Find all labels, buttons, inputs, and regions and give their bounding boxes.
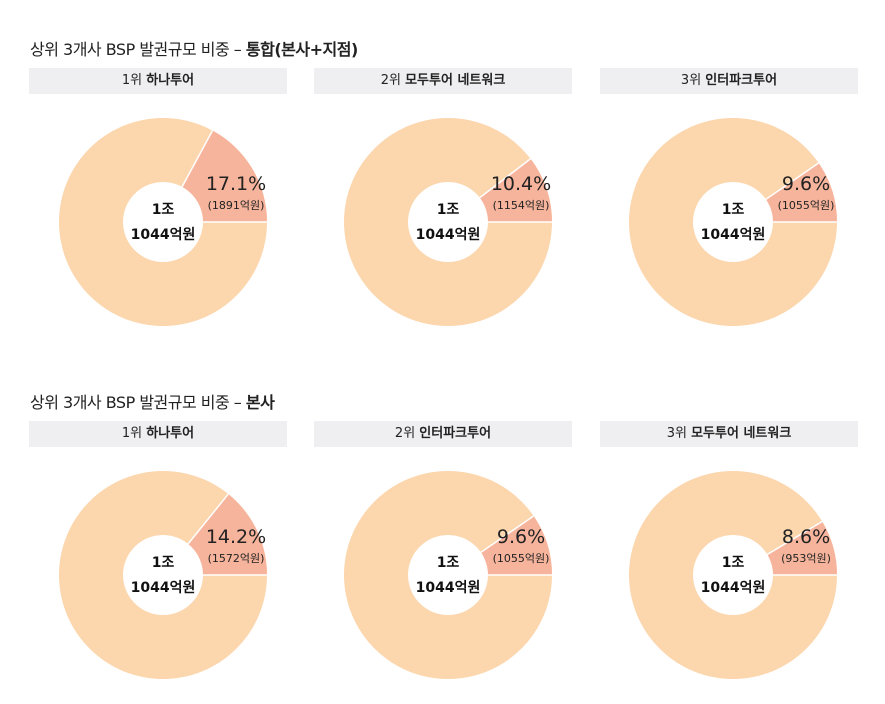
rank-label: 1위 — [121, 73, 143, 88]
section-title-bold: 통합(본사+지점) — [245, 40, 358, 59]
donut-hole — [408, 182, 488, 262]
slice-amount-label: (953억원) — [781, 552, 831, 565]
donut-chart: 8.6% (953억원) 1조 1044억원 — [629, 471, 837, 679]
chart-label-bar: 3위 인터파크투어 — [600, 68, 858, 94]
chart-label-bar: 1위 하나투어 — [29, 68, 287, 94]
slice-percent-label: 17.1% — [206, 173, 266, 195]
donut-hole — [693, 182, 773, 262]
center-total-line1: 1조 — [152, 202, 175, 218]
company-label: 하나투어 — [146, 73, 195, 88]
company-label: 모두투어 네트워크 — [405, 73, 506, 88]
center-total-line1: 1조 — [722, 555, 745, 571]
slice-percent-label: 9.6% — [497, 526, 545, 548]
section-title-prefix: 상위 3개사 BSP 발권규모 비중 – — [30, 393, 246, 412]
section-title-hq: 상위 3개사 BSP 발권규모 비중 – 본사 — [30, 389, 275, 413]
slice-amount-label: (1055억원) — [778, 199, 835, 212]
chart-label-bar: 2위 모두투어 네트워크 — [314, 68, 572, 94]
center-total-line1: 1조 — [152, 555, 175, 571]
donut-chart: 17.1% (1891억원) 1조 1044억원 — [59, 118, 267, 326]
company-label: 하나투어 — [146, 426, 195, 441]
chart-label-bar: 1위 하나투어 — [29, 421, 287, 447]
slice-amount-label: (1891억원) — [208, 199, 265, 212]
donut-hole — [123, 182, 203, 262]
center-total-line2: 1044억원 — [131, 580, 196, 596]
donut-hole — [123, 535, 203, 615]
chart-label-bar: 3위 모두투어 네트워크 — [600, 421, 858, 447]
slice-percent-label: 14.2% — [206, 526, 266, 548]
section-title-total: 상위 3개사 BSP 발권규모 비중 – 통합(본사+지점) — [30, 36, 358, 60]
slice-percent-label: 8.6% — [782, 526, 830, 548]
rank-label: 2위 — [394, 426, 416, 441]
donut-chart: 10.4% (1154억원) 1조 1044억원 — [344, 118, 552, 326]
rank-label: 2위 — [380, 73, 401, 88]
slice-amount-label: (1055억원) — [493, 552, 550, 565]
section-title-prefix: 상위 3개사 BSP 발권규모 비중 – — [30, 40, 246, 59]
donut-hole — [408, 535, 488, 615]
donut-hole — [693, 535, 773, 615]
company-label: 모두투어 네트워크 — [691, 426, 792, 441]
center-total-line1: 1조 — [437, 202, 460, 218]
donut-chart: 9.6% (1055억원) 1조 1044억원 — [344, 471, 552, 679]
donut-chart: 14.2% (1572억원) 1조 1044억원 — [59, 471, 267, 679]
slice-amount-label: (1154억원) — [493, 199, 550, 212]
center-total-line2: 1044억원 — [416, 227, 481, 243]
center-total-line2: 1044억원 — [416, 580, 481, 596]
slice-amount-label: (1572억원) — [208, 552, 265, 565]
center-total-line2: 1044억원 — [131, 227, 196, 243]
rank-label: 3위 — [680, 73, 702, 88]
chart-label-bar: 2위 인터파크투어 — [314, 421, 572, 447]
center-total-line1: 1조 — [722, 202, 745, 218]
donut-chart: 9.6% (1055억원) 1조 1044억원 — [629, 118, 837, 326]
rank-label: 3위 — [666, 426, 687, 441]
center-total-line2: 1044억원 — [701, 227, 766, 243]
section-title-bold: 본사 — [245, 393, 275, 412]
company-label: 인터파크투어 — [705, 73, 778, 88]
slice-percent-label: 10.4% — [491, 173, 551, 195]
company-label: 인터파크투어 — [419, 426, 492, 441]
center-total-line1: 1조 — [437, 555, 460, 571]
rank-label: 1위 — [121, 426, 143, 441]
slice-percent-label: 9.6% — [782, 173, 830, 195]
center-total-line2: 1044억원 — [701, 580, 766, 596]
